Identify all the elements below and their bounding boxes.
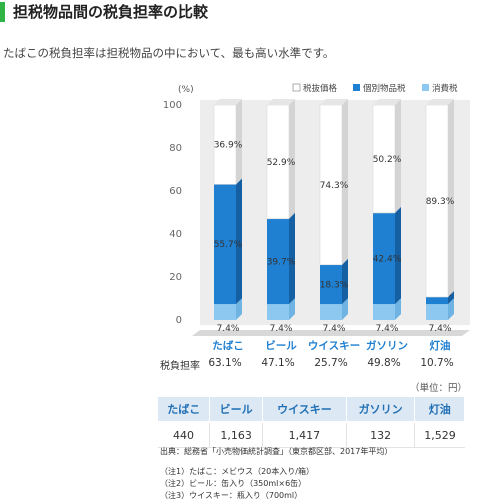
y-tick-label: 80 (169, 143, 182, 154)
price-table-row: 440 1,163 1,417 132 1,529 (157, 422, 465, 448)
category-label: ビール (265, 339, 297, 352)
price-table-cell: 1,417 (261, 422, 347, 448)
tax-burden-value: 25.7% (314, 357, 348, 369)
data-label: 7.4% (376, 324, 399, 334)
bar-side (395, 298, 401, 320)
stacked-bar-chart: (%) 0 20 40 60 80 100 税抜価格 個別物品税 消費税 7.4% 55.7% 36.9… (163, 83, 470, 352)
data-label: 18.3% (320, 280, 349, 290)
bar-segment (426, 296, 448, 305)
y-tick-label: 100 (163, 100, 182, 111)
category-label: 灯油 (430, 339, 451, 352)
bar-segment (320, 304, 342, 320)
section-heading: 担税物品間の税負担率の比較 (0, 2, 480, 22)
y-axis-label: (%) (178, 85, 194, 95)
bar-segment (426, 304, 448, 320)
bar-top (320, 99, 348, 105)
price-table-header-row: たばこ ビール ウイスキー ガソリン 灯油 (156, 396, 465, 423)
tax-burden-value: 49.8% (367, 357, 401, 369)
bar-side (236, 99, 242, 185)
data-label: 74.3% (320, 181, 349, 191)
tax-burden-label: 税負担率 (160, 361, 200, 372)
section-heading-text: 担税物品間の税負担率の比較 (13, 3, 209, 21)
footnote: （注3）ウイスキー：瓶入り（700ml） (160, 491, 303, 500)
y-tick-label: 60 (169, 186, 182, 197)
data-label: 7.4% (323, 324, 346, 334)
price-table-cell: 132 (345, 422, 415, 448)
bar-segment (320, 264, 342, 305)
tax-burden-value: 10.7% (420, 357, 454, 369)
data-label: 42.4% (373, 255, 402, 265)
price-table: たばこ ビール ウイスキー ガソリン 灯油 440 1,163 1,417 13… (156, 396, 465, 448)
legend-swatch (292, 83, 301, 92)
tax-burden-value: 47.1% (261, 357, 295, 369)
y-tick-label: 20 (169, 272, 182, 283)
bar-top (267, 99, 295, 105)
bar-segment (267, 304, 289, 320)
bar-side (289, 298, 295, 320)
data-label: 52.9% (267, 158, 296, 168)
bar-segment (214, 184, 236, 305)
bar-side (448, 298, 454, 320)
price-table-cell: 440 (157, 422, 210, 448)
bar-top (214, 99, 242, 105)
bar-side (448, 290, 454, 305)
bar-side (236, 298, 242, 320)
source-note: 出典：総務省「小売物価統計調査」（東京都区部、2017年平均） (160, 447, 393, 456)
data-label: 50.2% (373, 155, 402, 165)
data-label: 55.7% (214, 240, 243, 250)
data-label: 7.4% (429, 324, 452, 334)
bar-side (342, 258, 348, 305)
bar-segment (267, 218, 289, 305)
y-tick-label: 40 (169, 229, 182, 240)
unit-label: （単位：円） (410, 383, 468, 394)
bar-side (448, 99, 454, 297)
category-label: ウイスキー (308, 340, 360, 352)
bar-top (373, 99, 401, 105)
price-table-cell: 1,163 (209, 422, 263, 448)
legend-swatch (353, 84, 360, 91)
legend-label: 個別物品税 (363, 83, 406, 94)
data-label: 7.4% (270, 324, 293, 334)
bar-top (426, 99, 454, 105)
tax-burden-value: 63.1% (208, 357, 242, 369)
bar-side (342, 99, 348, 265)
bar-side (342, 298, 348, 320)
bar-side (289, 212, 295, 305)
data-label: 39.7% (267, 257, 296, 267)
price-table-header: 灯油 (414, 396, 465, 423)
y-tick-label: 0 (176, 315, 182, 326)
plot-floor (192, 330, 470, 336)
bar-segment (373, 304, 395, 320)
legend-label: 税抜価格 (303, 83, 338, 94)
category-label: たばこ (212, 339, 244, 352)
price-table-header: ウイスキー (261, 396, 347, 423)
bar-side (236, 178, 242, 305)
lead-text: たばこの税負担率は担税物品の中において、最も高い水準です。 (3, 46, 335, 60)
price-table-header: ガソリン (345, 396, 416, 423)
price-table-header: ビール (209, 396, 263, 423)
bar-side (395, 206, 401, 305)
legend-label: 消費税 (432, 83, 458, 94)
bar-side (395, 99, 401, 213)
price-table-cell: 1,529 (414, 422, 465, 448)
bar-side (289, 99, 295, 219)
data-label: 7.4% (217, 324, 240, 334)
footnote: （注2）ビール：缶入り（350ml×6缶） (160, 479, 307, 488)
legend-swatch (422, 84, 429, 91)
bar-segment (373, 212, 395, 305)
footnote: （注1）たばこ：メビウス（20本入り/箱） (160, 467, 314, 476)
data-label: 36.9% (214, 141, 243, 151)
data-label: 89.3% (426, 197, 455, 207)
price-table-header: たばこ (156, 396, 211, 423)
bar-segment (214, 304, 236, 320)
category-label: ガソリン (366, 339, 408, 352)
